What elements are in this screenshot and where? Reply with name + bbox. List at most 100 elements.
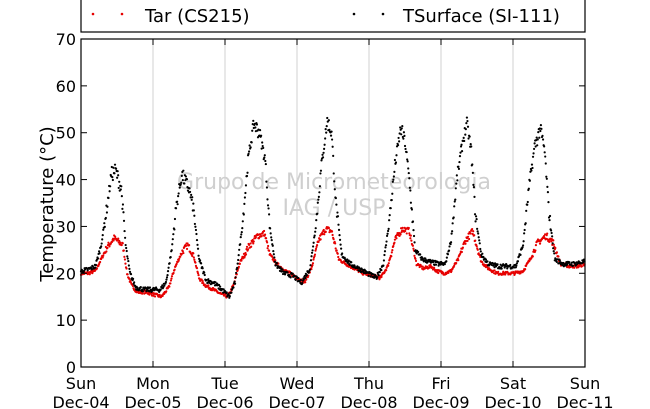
data-point (265, 186, 269, 189)
data-point (109, 185, 112, 188)
data-point (409, 234, 412, 237)
data-point (173, 228, 176, 231)
data-point (267, 207, 270, 210)
data-point (409, 237, 412, 240)
data-point (252, 119, 255, 122)
data-point (484, 258, 488, 261)
data-point (326, 116, 329, 120)
data-point (505, 263, 508, 266)
data-point (400, 127, 403, 130)
data-point (158, 293, 161, 297)
data-point (557, 255, 560, 258)
data-point (272, 253, 275, 256)
data-point (330, 230, 334, 233)
data-point (165, 278, 168, 281)
data-point (191, 254, 194, 258)
data-point (327, 226, 331, 230)
data-point (168, 262, 171, 265)
data-point (243, 202, 246, 205)
data-point (184, 175, 188, 178)
data-point (328, 128, 331, 131)
data-point (465, 121, 468, 125)
data-point (332, 154, 335, 157)
data-point (534, 243, 538, 247)
data-point (124, 236, 127, 239)
data-point (235, 271, 238, 275)
data-point (336, 252, 339, 255)
data-point (406, 158, 409, 161)
data-point (273, 256, 276, 259)
data-point (413, 241, 416, 244)
data-point (479, 250, 482, 253)
data-point (411, 244, 415, 247)
data-point (337, 255, 340, 259)
data-point (174, 207, 178, 210)
data-point (178, 186, 181, 189)
data-point (297, 276, 300, 280)
data-point (521, 246, 524, 249)
data-point (141, 290, 144, 293)
data-point (118, 239, 121, 243)
data-point (459, 151, 462, 154)
data-point (121, 207, 124, 210)
data-point (182, 251, 185, 255)
x-tick-label-date: Dec-09 (412, 393, 469, 409)
legend-marker-tsurface-2 (381, 12, 385, 16)
data-point (148, 293, 151, 296)
data-point (318, 191, 321, 194)
data-point (99, 260, 102, 264)
data-point (265, 180, 268, 183)
data-point (473, 195, 476, 198)
data-point (331, 138, 334, 141)
data-point (531, 155, 535, 158)
data-point (100, 245, 103, 248)
data-point (382, 259, 386, 262)
data-point (199, 259, 202, 262)
data-point (202, 281, 205, 285)
data-point (432, 259, 435, 262)
data-point (545, 177, 548, 180)
data-point (548, 214, 552, 218)
data-point (412, 229, 415, 232)
data-point (550, 240, 553, 243)
data-point (481, 261, 484, 264)
data-point (523, 228, 526, 232)
data-point (526, 200, 529, 204)
data-point (527, 187, 530, 190)
data-point (182, 169, 185, 172)
data-point (389, 207, 392, 210)
data-point (171, 238, 174, 241)
x-tick-label-day: Mon (136, 374, 170, 393)
data-point (170, 277, 173, 280)
data-point (260, 134, 263, 137)
data-point (97, 250, 101, 253)
data-point (320, 159, 323, 162)
data-point (331, 233, 334, 237)
data-point (314, 230, 317, 233)
data-point (486, 260, 489, 263)
data-point (540, 127, 543, 130)
data-point (243, 196, 246, 199)
data-point (477, 232, 480, 235)
data-point (551, 242, 554, 245)
data-point (288, 274, 291, 277)
axes: SunDec-04MonDec-05TueDec-06WedDec-07ThuD… (52, 30, 613, 409)
data-point (165, 276, 169, 279)
data-point (307, 271, 311, 274)
data-point (472, 183, 475, 186)
data-point (286, 271, 289, 274)
data-point (476, 227, 479, 230)
data-point (233, 280, 236, 283)
data-point (168, 285, 171, 288)
data-point (331, 145, 334, 148)
data-point (526, 203, 529, 206)
data-point (528, 260, 531, 263)
data-point (312, 258, 315, 261)
data-point (465, 116, 469, 119)
data-point (387, 262, 390, 265)
data-point (262, 229, 266, 233)
data-point (126, 257, 129, 260)
data-point (165, 290, 168, 293)
data-point (339, 259, 342, 262)
data-point (393, 158, 397, 162)
